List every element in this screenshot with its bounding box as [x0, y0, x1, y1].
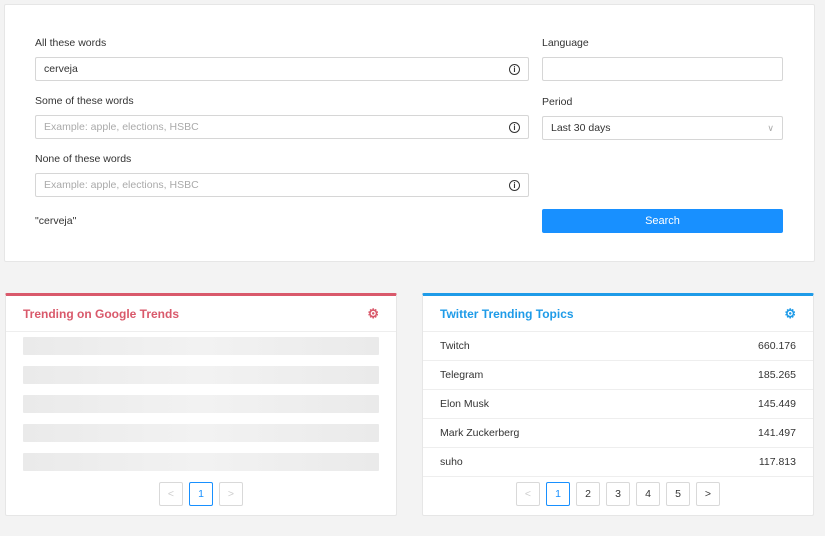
panel-title: Twitter Trending Topics [440, 306, 574, 321]
info-icon[interactable]: i [509, 63, 520, 75]
panel-title: Trending on Google Trends [23, 306, 180, 321]
none-words-label: None of these words [35, 153, 132, 165]
trend-count: 145.449 [758, 398, 796, 410]
loading-placeholder [23, 337, 379, 355]
pagination: < 1 2 3 4 5 > [423, 482, 813, 506]
loading-placeholder [23, 395, 379, 413]
trend-row[interactable]: suho 117.813 [423, 448, 813, 477]
pagination: < 1 > [6, 482, 396, 506]
query-preview: "cerveja" [35, 215, 77, 227]
none-words-input[interactable] [44, 179, 509, 191]
period-label: Period [542, 96, 573, 108]
trend-name: suho [440, 456, 463, 468]
search-form-card: All these words i Some of these words i … [4, 4, 815, 262]
info-icon[interactable]: i [509, 179, 520, 191]
next-page-button[interactable]: > [696, 482, 720, 506]
trend-count: 660.176 [758, 340, 796, 352]
trend-row[interactable]: Mark Zuckerberg 141.497 [423, 419, 813, 448]
period-select[interactable]: Last 30 days ∨ [542, 116, 783, 140]
loading-placeholder [23, 453, 379, 471]
page-button[interactable]: 2 [576, 482, 600, 506]
google-trends-panel: Trending on Google Trends ⚙ < 1 > [5, 293, 397, 516]
info-icon[interactable]: i [509, 121, 520, 133]
language-input[interactable] [551, 63, 774, 75]
search-button[interactable]: Search [542, 209, 783, 233]
trend-name: Telegram [440, 369, 484, 381]
some-words-input[interactable] [44, 121, 509, 133]
trend-name: Twitch [440, 340, 470, 352]
some-words-label: Some of these words [35, 95, 134, 107]
all-words-input[interactable] [44, 63, 509, 75]
prev-page-button[interactable]: < [516, 482, 540, 506]
next-page-button[interactable]: > [219, 482, 243, 506]
all-words-field[interactable]: i [35, 57, 529, 81]
page-button[interactable]: 4 [636, 482, 660, 506]
trend-count: 185.265 [758, 369, 796, 381]
gear-icon[interactable]: ⚙ [784, 305, 796, 321]
all-words-label: All these words [35, 37, 107, 49]
prev-page-button[interactable]: < [159, 482, 183, 506]
page-button[interactable]: 5 [666, 482, 690, 506]
trend-name: Elon Musk [440, 398, 490, 410]
none-words-field[interactable]: i [35, 173, 529, 197]
page-button[interactable]: 1 [546, 482, 570, 506]
language-field[interactable] [542, 57, 783, 81]
chevron-down-icon: ∨ [767, 122, 774, 133]
page-button[interactable]: 3 [606, 482, 630, 506]
trend-row[interactable]: Telegram 185.265 [423, 361, 813, 390]
trend-count: 141.497 [758, 427, 796, 439]
trend-row[interactable]: Twitch 660.176 [423, 332, 813, 361]
trend-count: 117.813 [758, 456, 796, 468]
loading-placeholder [23, 424, 379, 442]
trend-name: Mark Zuckerberg [440, 427, 520, 439]
trend-row[interactable]: Elon Musk 145.449 [423, 390, 813, 419]
language-label: Language [542, 37, 589, 49]
period-value: Last 30 days [551, 122, 611, 134]
some-words-field[interactable]: i [35, 115, 529, 139]
gear-icon[interactable]: ⚙ [367, 305, 379, 321]
loading-placeholder [23, 366, 379, 384]
page-button[interactable]: 1 [189, 482, 213, 506]
twitter-trends-panel: Twitter Trending Topics ⚙ Twitch 660.176 T… [422, 293, 814, 516]
